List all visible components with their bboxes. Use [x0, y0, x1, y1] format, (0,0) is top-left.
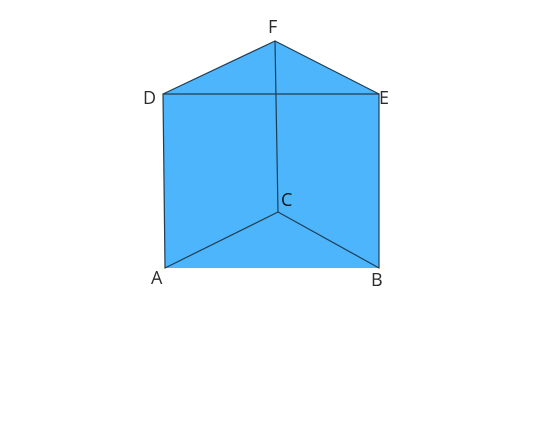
edge-CB [277, 211, 380, 269]
vertex-label-A: A [151, 266, 163, 290]
vertex-label-B: B [371, 268, 383, 292]
prism-front-face [163, 94, 379, 268]
edge-DF [162, 40, 276, 95]
edge-AC [164, 211, 279, 269]
edge-FE [274, 40, 380, 95]
vertex-label-F: F [268, 15, 277, 39]
prism-top-face [163, 41, 379, 94]
edge-FC [274, 40, 279, 213]
vertex-label-C: C [281, 188, 292, 212]
vertex-label-E: E [379, 86, 389, 110]
vertex-label-D: D [143, 86, 156, 110]
edge-DA [162, 93, 166, 269]
